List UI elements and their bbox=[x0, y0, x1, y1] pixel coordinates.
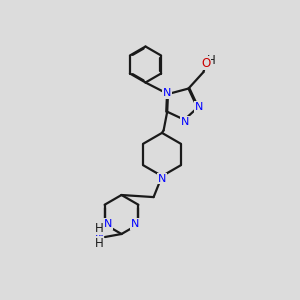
Text: N: N bbox=[163, 88, 171, 98]
Text: N: N bbox=[94, 229, 103, 242]
Text: N: N bbox=[131, 219, 140, 229]
Text: N: N bbox=[158, 173, 166, 184]
Text: N: N bbox=[181, 116, 190, 127]
Text: H: H bbox=[94, 221, 103, 235]
Text: N: N bbox=[195, 102, 203, 112]
Text: N: N bbox=[103, 219, 112, 229]
Text: H: H bbox=[94, 237, 103, 250]
Text: H: H bbox=[207, 53, 216, 67]
Text: O: O bbox=[201, 56, 211, 70]
